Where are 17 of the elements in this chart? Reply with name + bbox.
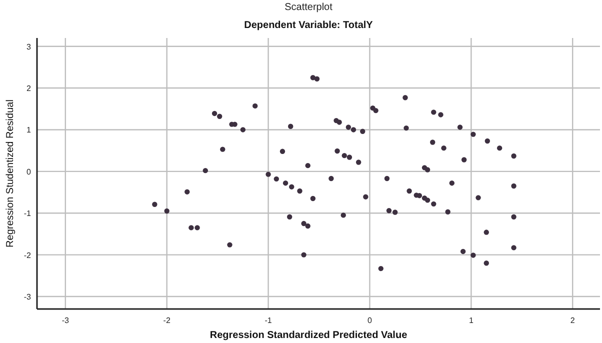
- x-tick-label: 0: [368, 316, 372, 325]
- y-tick-label: -1: [24, 209, 32, 218]
- y-tick-label: 3: [26, 42, 32, 52]
- x-tick-label: -2: [163, 316, 171, 325]
- x-tick-label: 1: [468, 316, 474, 325]
- x-axis-title: Regression Standardized Predicted Value: [210, 330, 408, 341]
- y-axis-title: Regression Studentized Residual: [5, 100, 16, 248]
- chart-title: Scatterplot: [284, 2, 333, 13]
- y-tick-label: 1: [26, 126, 32, 135]
- y-tick-label: 2: [26, 84, 32, 94]
- x-tick-label: -3: [62, 316, 70, 325]
- chart-subtitle: Dependent Variable: TotalY: [244, 20, 374, 31]
- x-tick-label: 2: [570, 316, 576, 325]
- y-tick-label: -2: [24, 250, 32, 260]
- y-tick-label: -3: [24, 292, 32, 302]
- y-tick-label: 0: [26, 167, 32, 176]
- x-tick-label: -1: [264, 316, 272, 325]
